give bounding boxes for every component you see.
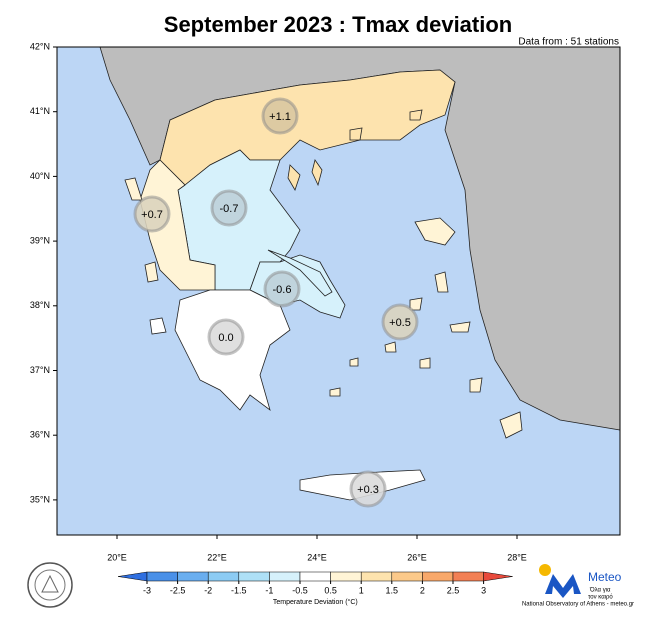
noa-seal bbox=[27, 562, 73, 608]
region-label: -0.6 bbox=[273, 284, 292, 296]
region-label: +0.5 bbox=[389, 317, 411, 329]
region bbox=[287, 164, 301, 191]
lat-tick-label: 39°N bbox=[30, 235, 50, 245]
lat-tick-label: 37°N bbox=[30, 365, 50, 375]
lon-tick-label: 22°E bbox=[207, 552, 227, 562]
colorbar-extend bbox=[117, 571, 148, 582]
colorbar-tick-label: 1 bbox=[359, 585, 364, 595]
logo-credit: National Observatory of Athens - meteo.g… bbox=[522, 602, 634, 608]
title: September 2023 : Tmax deviation bbox=[164, 12, 512, 37]
colorbar-segment bbox=[330, 571, 362, 582]
colorbar-segment bbox=[238, 571, 270, 582]
region bbox=[384, 341, 397, 353]
subtitle: Data from : 51 stations bbox=[518, 37, 619, 48]
colorbar-segment bbox=[207, 571, 240, 582]
colorbar-tick-label: -3 bbox=[143, 585, 151, 595]
colorbar-segment bbox=[360, 571, 393, 582]
map-frame bbox=[56, 46, 621, 536]
region-marker-shade bbox=[212, 191, 246, 225]
region bbox=[409, 109, 423, 121]
region bbox=[144, 261, 159, 283]
region-marker-shade bbox=[209, 320, 243, 354]
colorbar-segment bbox=[299, 571, 331, 582]
region-label: +0.3 bbox=[357, 484, 379, 496]
region bbox=[449, 321, 471, 333]
meteo-logo: Meteo Όλα για τον καιρό National Observa… bbox=[522, 564, 634, 608]
lon-tick-label: 24°E bbox=[307, 552, 327, 562]
region-marker-shade bbox=[265, 272, 299, 306]
colorbar-segment bbox=[146, 571, 178, 582]
region bbox=[149, 317, 167, 335]
lat-tick-label: 41°N bbox=[30, 106, 50, 116]
region bbox=[329, 387, 341, 397]
region bbox=[469, 377, 483, 393]
region bbox=[349, 127, 363, 141]
region-label: +1.1 bbox=[269, 111, 291, 123]
colorbar-segment bbox=[422, 571, 454, 582]
colorbar-segment bbox=[452, 571, 484, 582]
colorbar-tick-label: 2.5 bbox=[447, 585, 460, 595]
lat-tick-label: 42°N bbox=[30, 41, 50, 51]
lon-tick-label: 20°E bbox=[107, 552, 127, 562]
region bbox=[434, 271, 449, 293]
region-marker-shade bbox=[135, 197, 169, 231]
logo-tagline: τον καιρό bbox=[588, 594, 613, 601]
colorbar-tick-label: 2 bbox=[420, 585, 425, 595]
colorbar-tick-label: -2.5 bbox=[170, 585, 186, 595]
region-marker bbox=[210, 189, 248, 227]
colorbar-tick-label: 3 bbox=[481, 585, 486, 595]
lat-tick-label: 35°N bbox=[30, 494, 50, 504]
colorbar-segment bbox=[391, 571, 423, 582]
region bbox=[311, 159, 323, 187]
colorbar-tick-label: -1.5 bbox=[231, 585, 247, 595]
region bbox=[349, 357, 359, 367]
colorbar-segment bbox=[269, 571, 301, 582]
region bbox=[419, 357, 431, 369]
colorbar-tick-label: -1 bbox=[265, 585, 273, 595]
region-marker bbox=[381, 303, 419, 341]
region-marker-shade bbox=[263, 99, 297, 133]
region-label: -0.7 bbox=[220, 203, 239, 215]
lat-tick-label: 36°N bbox=[30, 430, 50, 440]
lat-tick-label: 40°N bbox=[30, 171, 50, 181]
colorbar-extend bbox=[483, 571, 513, 582]
region bbox=[499, 411, 523, 439]
lon-tick-label: 28°E bbox=[507, 552, 527, 562]
region-marker-shade bbox=[351, 472, 385, 506]
region-label: +0.7 bbox=[141, 209, 163, 221]
region-marker bbox=[263, 270, 301, 308]
region-marker bbox=[261, 97, 299, 135]
colorbar-tick-label: 1.5 bbox=[386, 585, 399, 595]
region bbox=[414, 217, 456, 246]
colorbar-segment bbox=[177, 571, 209, 582]
region-marker bbox=[207, 318, 245, 356]
region-label: 0.0 bbox=[218, 332, 233, 344]
colorbar-tick-label: -2 bbox=[204, 585, 212, 595]
colorbar-label: Temperature Deviation (°C) bbox=[273, 598, 358, 606]
logo-tagline: Όλα για bbox=[589, 588, 611, 594]
region-marker-shade bbox=[383, 305, 417, 339]
colorbar-tick-label: -0.5 bbox=[292, 585, 308, 595]
lon-tick-label: 26°E bbox=[407, 552, 427, 562]
lat-tick-label: 38°N bbox=[30, 300, 50, 310]
colorbar-tick-label: 0.5 bbox=[324, 585, 337, 595]
logo-name: Meteo bbox=[588, 570, 622, 584]
region-marker bbox=[349, 470, 387, 508]
region-marker bbox=[133, 195, 171, 233]
region bbox=[267, 249, 333, 297]
